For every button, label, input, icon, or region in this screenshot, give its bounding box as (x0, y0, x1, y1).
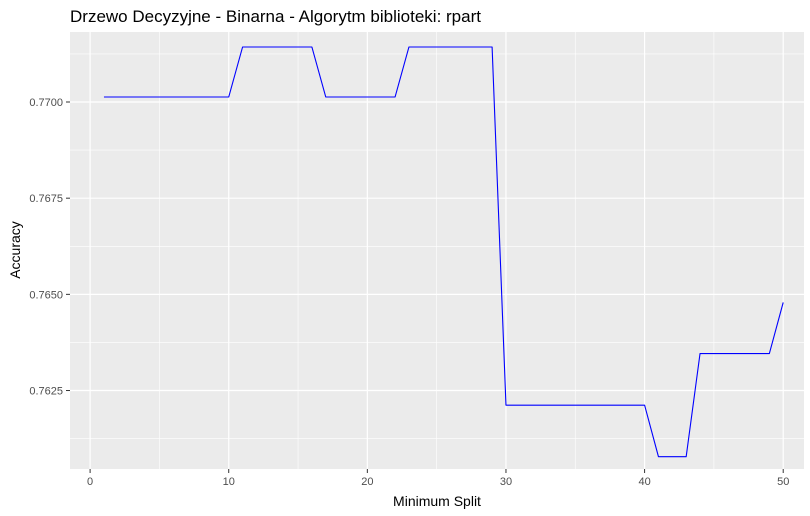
series-layer (103, 46, 784, 458)
y-tick-label: 0.7675 (29, 193, 63, 205)
x-tick-label: 30 (500, 476, 512, 488)
x-tick-label: 40 (638, 476, 650, 488)
major-gridlines (70, 32, 804, 469)
y-axis-title: Accuracy (7, 221, 23, 279)
accuracy-line (103, 46, 784, 458)
plot-panel (70, 32, 804, 469)
x-tick-label: 0 (87, 476, 93, 488)
x-axis-title: Minimum Split (393, 493, 481, 509)
y-tick-label: 0.7700 (29, 97, 63, 109)
minor-gridlines (70, 32, 804, 469)
x-tick-label: 20 (361, 476, 373, 488)
x-axis: 0 10 20 30 40 50 (87, 469, 789, 488)
y-tick-label: 0.7625 (29, 386, 63, 398)
x-tick-label: 50 (777, 476, 789, 488)
x-tick-label: 10 (223, 476, 235, 488)
y-axis: 0.7625 0.7650 0.7675 0.7700 (29, 97, 70, 398)
chart-title: Drzewo Decyzyjne - Binarna - Algorytm bi… (70, 7, 481, 26)
y-tick-label: 0.7650 (29, 289, 63, 301)
